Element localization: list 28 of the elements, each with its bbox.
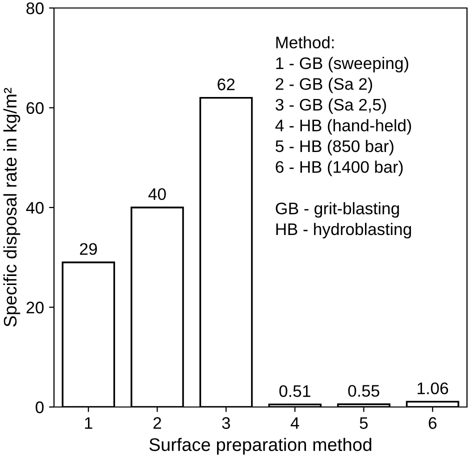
annotation: 4 - HB (hand-held) — [275, 119, 412, 135]
y-tick-label: 20 — [26, 302, 44, 314]
data-label: 0.55 — [348, 384, 380, 397]
data-label: 1.06 — [418, 382, 448, 394]
y-tick-label: 40 — [26, 202, 44, 214]
data-label: 62 — [218, 78, 235, 90]
x-tick-label: 6 — [428, 417, 436, 429]
x-tick-label: 1 — [85, 417, 92, 429]
annotation: 1 - GB (sweeping) — [276, 56, 408, 72]
annotation: 3 - GB (Sa 2,5) — [276, 98, 386, 114]
annotation: 6 - HB (1400 bar) — [276, 160, 403, 176]
data-label: 0.51 — [279, 385, 310, 397]
x-tick-label: 4 — [290, 417, 300, 429]
y-axis-title: Specific disposal rate in kg/m² — [3, 88, 20, 327]
annotation: 2 - GB (Sa 2) — [276, 78, 372, 94]
y-tick-label: 80 — [26, 2, 44, 14]
x-axis-title: Surface preparation method — [149, 438, 372, 455]
annotation: HB - hydroblasting — [276, 222, 411, 238]
data-label: 29 — [80, 243, 97, 255]
x-tick-label: 3 — [222, 417, 230, 429]
y-tick-label: 60 — [26, 102, 44, 114]
x-tick-label: 5 — [360, 417, 368, 429]
annotation: 5 - HB (850 bar) — [276, 140, 394, 156]
annotation: GB - grit-blasting — [276, 202, 399, 218]
annotation: Method: — [276, 36, 334, 48]
y-tick-label: 0 — [36, 401, 44, 414]
x-tick-label: 2 — [153, 417, 162, 429]
data-label: 40 — [148, 188, 166, 200]
